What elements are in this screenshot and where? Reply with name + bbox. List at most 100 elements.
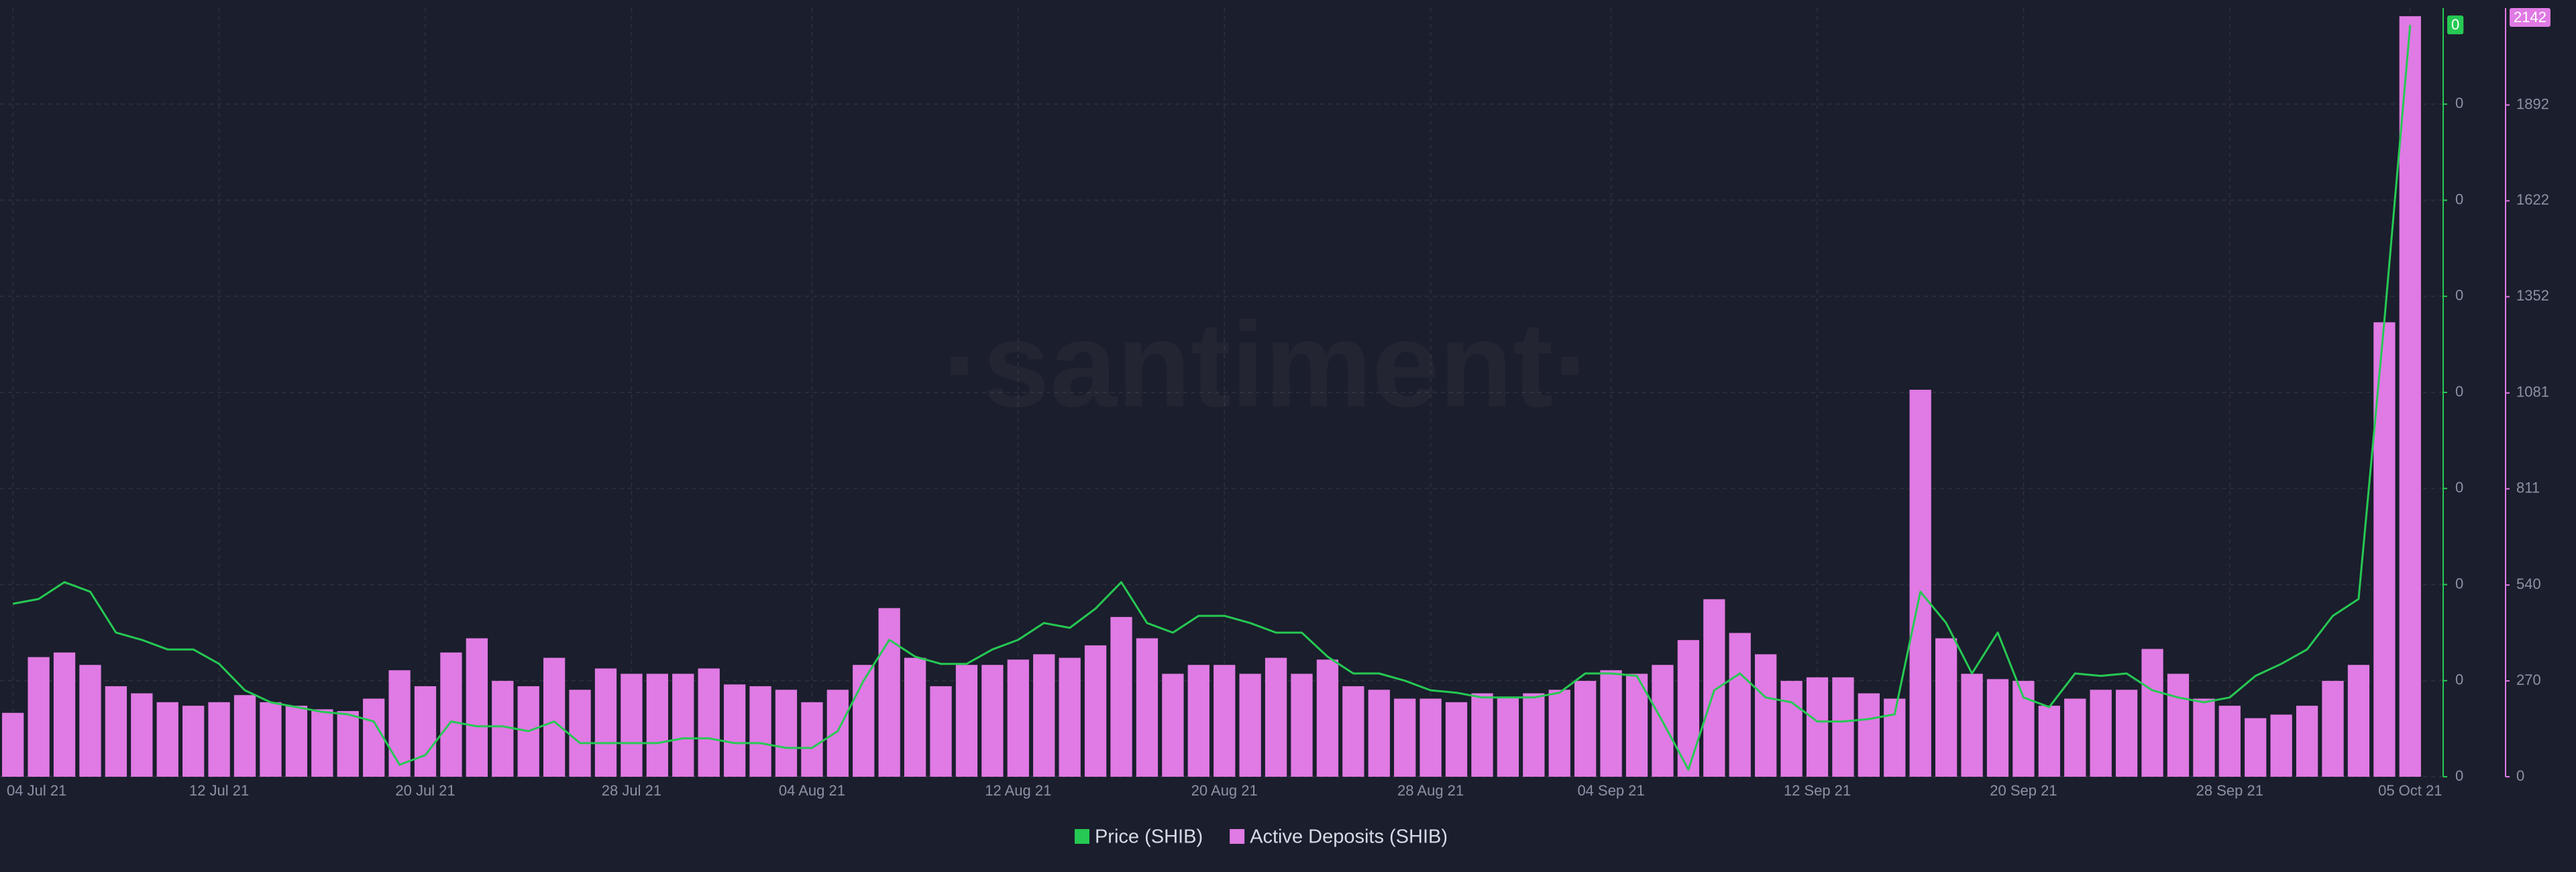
- bar: [853, 665, 875, 777]
- x-tick-label: 04 Aug 21: [779, 782, 845, 799]
- bar: [621, 673, 643, 777]
- watermark: ·santiment·: [943, 298, 1593, 433]
- bar: [1110, 616, 1132, 777]
- bar: [749, 686, 771, 777]
- bar: [1523, 693, 1545, 777]
- bar: [1059, 657, 1081, 777]
- bar: [2270, 714, 2292, 777]
- bar: [981, 665, 1004, 777]
- price-tick-label: 0: [2455, 95, 2463, 111]
- bar: [646, 673, 668, 777]
- bar: [1625, 673, 1648, 777]
- bar: [2141, 649, 2163, 777]
- bar: [285, 706, 308, 777]
- bar: [955, 665, 978, 777]
- bar: [1136, 638, 1159, 777]
- bar: [543, 657, 566, 777]
- bar: [105, 686, 127, 777]
- deposits-tick-label: 0: [2516, 767, 2524, 784]
- deposits-tick-label: 1892: [2516, 95, 2549, 112]
- bar: [1394, 698, 1416, 777]
- bar: [1316, 659, 1339, 777]
- bar: [1858, 693, 1880, 777]
- bar: [260, 702, 282, 777]
- bar: [337, 711, 359, 777]
- bar: [233, 695, 256, 777]
- bar: [2, 712, 24, 777]
- bar: [1187, 665, 1210, 777]
- bar: [1497, 696, 1519, 777]
- bar: [182, 706, 205, 777]
- bar: [1445, 702, 1468, 777]
- x-tick-label: 12 Jul 21: [189, 782, 249, 799]
- current-value-badge: [2510, 8, 2551, 27]
- price-tick-label: 0: [2455, 575, 2463, 592]
- bar: [775, 690, 798, 777]
- deposits-tick-label: 1622: [2516, 191, 2549, 208]
- bar: [1419, 698, 1442, 777]
- bar: [723, 684, 746, 777]
- bar: [569, 690, 591, 777]
- bar: [878, 608, 900, 777]
- legend-swatch: [1074, 829, 1089, 844]
- bar: [1806, 677, 1829, 777]
- bar: [1162, 673, 1184, 777]
- x-tick-label: 20 Jul 21: [395, 782, 455, 799]
- deposits-tick-label: 540: [2516, 576, 2541, 592]
- bar: [2064, 698, 2086, 777]
- bar: [1548, 690, 1570, 777]
- x-tick-label: 28 Aug 21: [1397, 782, 1464, 799]
- bar: [1239, 673, 1261, 777]
- bar: [1729, 633, 1751, 777]
- bar: [2115, 690, 2138, 777]
- x-tick-label: 12 Aug 21: [985, 782, 1051, 799]
- bar: [2218, 706, 2241, 777]
- bar: [1033, 654, 1055, 777]
- bar: [826, 690, 849, 777]
- bar: [1214, 665, 1236, 777]
- bar: [2373, 322, 2396, 777]
- bar: [388, 670, 411, 777]
- bar: [1780, 681, 1803, 777]
- deposits-tick-label: 1352: [2516, 287, 2549, 304]
- price-tick-label: 0: [2455, 671, 2463, 688]
- x-tick-label: 20 Aug 21: [1191, 782, 1258, 799]
- bar: [363, 698, 385, 777]
- bar: [1600, 670, 1622, 777]
- deposits-tick-label: 1081: [2516, 384, 2549, 400]
- bar: [1961, 673, 1983, 777]
- x-tick-label: 04 Sep 21: [1577, 782, 1644, 799]
- bar: [1342, 686, 1364, 777]
- bar: [594, 668, 617, 777]
- x-tick-label: 28 Jul 21: [602, 782, 661, 799]
- bar: [904, 657, 926, 777]
- bar: [1703, 599, 1725, 777]
- bar: [208, 702, 230, 777]
- legend: Price (SHIB) Active Deposits (SHIB): [1074, 826, 1448, 848]
- deposits-tick-label: 270: [2516, 671, 2541, 688]
- x-tick-label: 05 Oct 21: [2378, 782, 2442, 799]
- bar: [1084, 645, 1107, 777]
- bar: [1007, 659, 1029, 777]
- price-line: [12, 24, 2412, 771]
- legend-label: Price (SHIB): [1095, 826, 1203, 848]
- price-tick-label: 0: [2455, 190, 2463, 207]
- bar: [440, 652, 462, 777]
- bar: [1291, 673, 1313, 777]
- bar: [1677, 640, 1700, 777]
- price-tick-label: 0: [2455, 383, 2463, 400]
- bar: [1935, 638, 1957, 777]
- bar: [2399, 16, 2421, 777]
- current-value-label: 2142: [2514, 9, 2546, 25]
- bar: [2296, 706, 2318, 777]
- price-tick-label: 0: [2455, 287, 2463, 304]
- bar: [2245, 718, 2267, 777]
- x-tick-label: 28 Sep 21: [2196, 782, 2263, 799]
- x-tick-label: 04 Jul 21: [7, 782, 66, 799]
- bar: [1832, 677, 1854, 777]
- bar: [414, 686, 437, 777]
- bar: [492, 681, 514, 777]
- x-tick-label: 12 Sep 21: [1784, 782, 1851, 799]
